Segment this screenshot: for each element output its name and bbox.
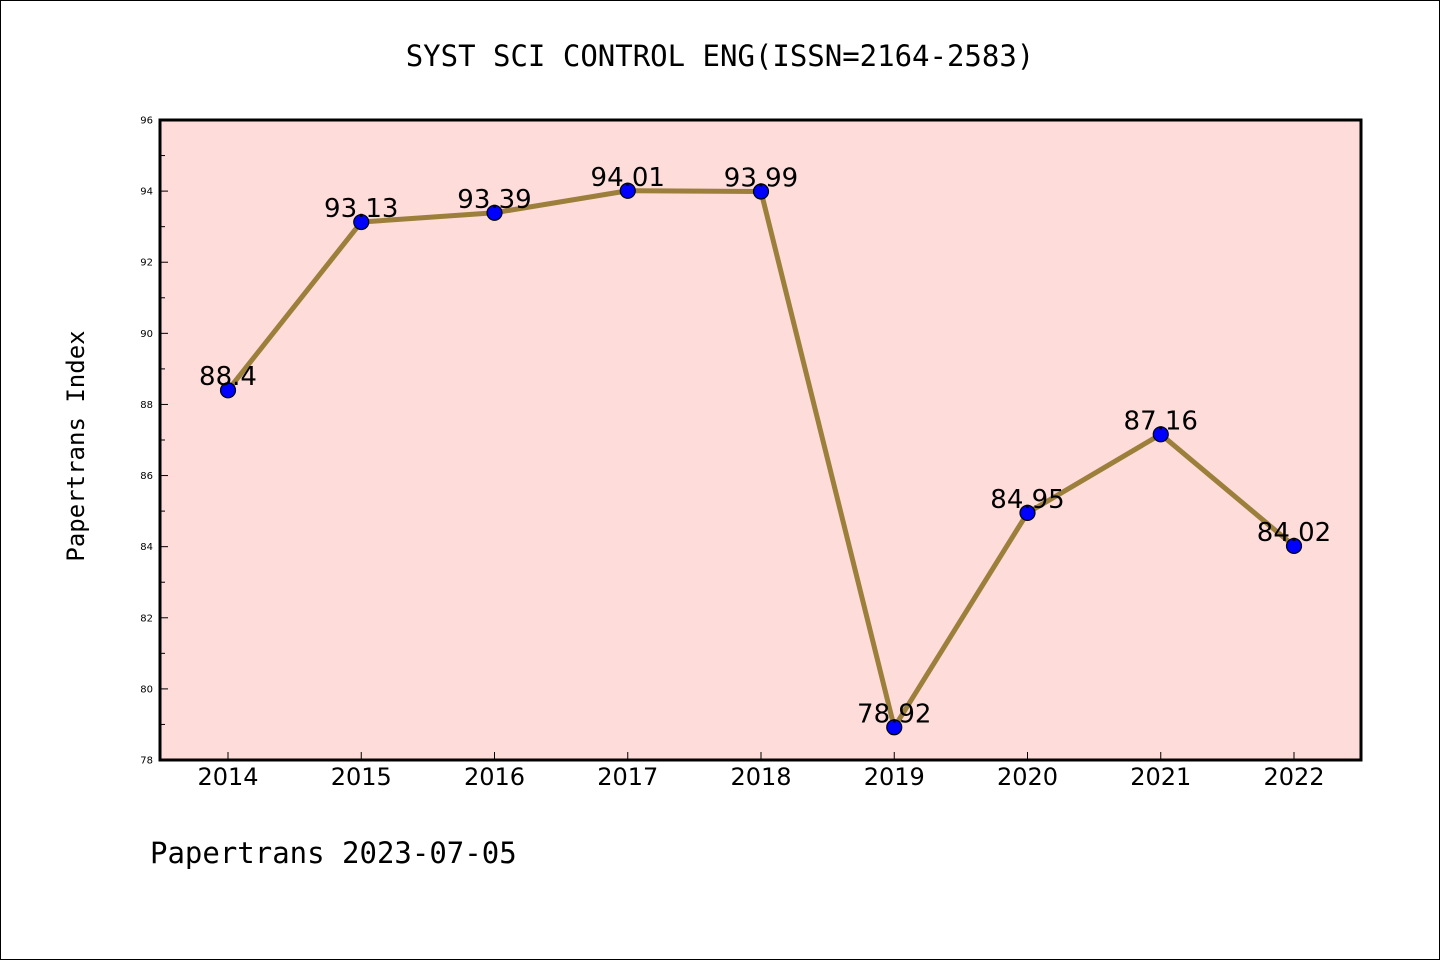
data-point (219, 382, 237, 399)
y-tick-label: 86 (140, 471, 153, 482)
data-label: 93.99 (724, 163, 798, 193)
data-label: 93.13 (324, 194, 398, 224)
data-label: 94.01 (591, 163, 665, 193)
data-labels: 88.4 93.13 93.39 94.01 93.99 78.92 84.95 87.16 8… (199, 163, 1331, 730)
y-tick-label: 94 (140, 187, 153, 198)
data-label: 84.95 (990, 485, 1064, 515)
y-tick-label: 90 (140, 329, 153, 340)
data-point (486, 204, 503, 221)
series-line-segment (1025, 431, 1164, 516)
data-label: 84.02 (1257, 518, 1331, 548)
y-tick-label: 78 (140, 756, 153, 767)
series-line-segment (758, 188, 897, 730)
footer-date: Papertrans 2023-07-05 (150, 836, 517, 870)
x-tick-label: 2020 (997, 763, 1058, 791)
x-tick-label: 2014 (197, 763, 258, 791)
data-point (886, 719, 903, 736)
data-point (1152, 426, 1169, 443)
y-tick-label: 80 (140, 684, 153, 695)
data-label: 93.39 (457, 185, 531, 215)
chart-title: SYST SCI CONTROL ENG(ISSN=2164-2583) (406, 39, 1035, 73)
x-tick-label: 2019 (864, 763, 925, 791)
y-tick-label: 84 (140, 542, 153, 553)
data-point (1285, 537, 1303, 555)
y-tick-label: 96 (140, 116, 153, 127)
data-label: 87.16 (1124, 406, 1198, 436)
series-line-segment (625, 188, 764, 194)
x-tick-label: 2017 (597, 763, 658, 791)
y-tick-label: 92 (140, 258, 153, 269)
data-point (619, 182, 636, 199)
x-tick-label: 2016 (464, 763, 525, 791)
data-label: 88.4 (199, 362, 257, 392)
series-line-segment (225, 219, 364, 393)
series-line-segment (891, 510, 1030, 730)
plot-border (158, 118, 1363, 762)
data-point (1019, 504, 1036, 521)
y-tick-label: 88 (140, 400, 153, 411)
data-point (752, 183, 770, 200)
axis-ticks: 78 80 82 84 86 88 90 92 94 96 2014 2015 2016 2017 2018… (140, 116, 1324, 792)
data-point (353, 213, 370, 231)
x-tick-label: 2015 (331, 763, 392, 791)
series-line-segment (1158, 431, 1297, 549)
x-tick-label: 2022 (1263, 763, 1324, 791)
series-markers (219, 182, 1303, 736)
x-tick-label: 2018 (730, 763, 791, 791)
series-lines (225, 188, 1297, 730)
y-axis-label: Papertrans Index (62, 330, 90, 561)
y-tick-label: 82 (140, 613, 153, 624)
data-label: 78.92 (857, 699, 931, 729)
x-tick-label: 2021 (1130, 763, 1191, 791)
series-line-segment (358, 210, 497, 225)
series-line-segment (492, 188, 631, 216)
